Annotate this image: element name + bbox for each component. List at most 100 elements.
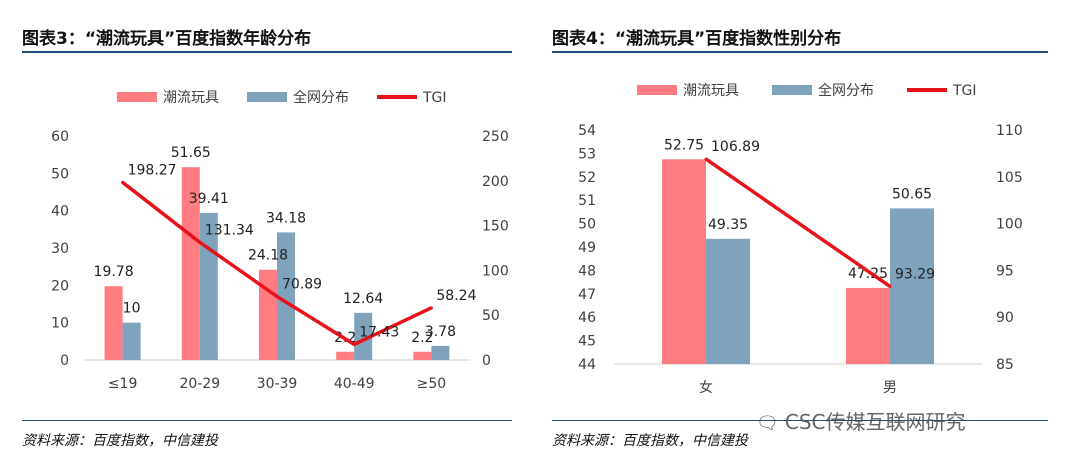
tgi-point bbox=[704, 157, 708, 161]
bar-series-2 bbox=[277, 232, 295, 360]
y2-tick-label: 150 bbox=[482, 219, 509, 235]
bar-series-1 bbox=[413, 351, 432, 360]
y-tick-label: 10 bbox=[51, 316, 69, 332]
tgi-line bbox=[705, 157, 891, 288]
data-label-series-2: 3.78 bbox=[425, 324, 456, 340]
y2-tick-label: 0 bbox=[482, 353, 491, 369]
data-label-series-1: 24.18 bbox=[248, 248, 288, 264]
y-tick-label: 50 bbox=[51, 166, 69, 182]
left-bottom-rule bbox=[22, 420, 512, 421]
y-tick-label: 20 bbox=[51, 278, 69, 294]
tgi-point bbox=[121, 180, 125, 184]
legend-label-tgi: TGI bbox=[952, 83, 977, 99]
bar-series-2 bbox=[890, 208, 934, 364]
legend-label-tgi: TGI bbox=[422, 90, 447, 106]
tgi-data-label: 106.89 bbox=[711, 139, 760, 155]
y2-tick-label: 95 bbox=[996, 263, 1014, 279]
bar-series-1 bbox=[104, 286, 123, 360]
bar-series-2 bbox=[199, 212, 218, 360]
data-label-series-2: 49.35 bbox=[708, 217, 748, 233]
watermark-text: CSC传媒互联网研究 bbox=[784, 410, 966, 434]
y-tick-label: 30 bbox=[51, 241, 69, 257]
tgi-data-label: 70.89 bbox=[282, 276, 322, 292]
age-distribution-chart: 潮流玩具 全网分布 TGI 0 10 20 30 40 50 60 0 50 100 150 200 250 ≤… bbox=[51, 89, 509, 392]
right-source-note: 资料来源：百度指数，中信建投 bbox=[552, 433, 748, 449]
y-tick-label: 60 bbox=[51, 129, 69, 145]
x-tick-label: 女 bbox=[699, 379, 713, 396]
legend-label-series-2: 全网分布 bbox=[818, 82, 874, 99]
data-label-series-1: 52.75 bbox=[664, 137, 704, 153]
right-title-rule bbox=[552, 51, 1048, 53]
tgi-data-label: 198.27 bbox=[128, 162, 177, 178]
y-tick-label: 53 bbox=[578, 146, 596, 162]
bar-series-1 bbox=[181, 167, 200, 360]
data-label-series-2: 50.65 bbox=[892, 186, 932, 202]
x-tick-label: ≤19 bbox=[108, 376, 138, 392]
y-tick-label: 44 bbox=[578, 357, 596, 373]
y-tick-label: 0 bbox=[60, 353, 69, 369]
right-bottom-rule bbox=[552, 420, 1048, 421]
x-tick-label: 男 bbox=[883, 380, 897, 396]
y-tick-label: 51 bbox=[578, 193, 596, 209]
bar-series-1 bbox=[259, 269, 277, 360]
data-label-series-1: 19.78 bbox=[94, 264, 134, 280]
gender-distribution-chart: 潮流玩具 全网分布 TGI 44 45 46 47 48 49 50 51 52 53 54 85 90 95 1… bbox=[578, 82, 1023, 396]
y2-tick-label: 250 bbox=[482, 129, 509, 145]
data-label-series-1: 51.65 bbox=[171, 145, 211, 161]
data-label-series-2: 12.64 bbox=[343, 291, 383, 307]
x-tick-label: 20-29 bbox=[179, 376, 220, 392]
data-label-series-1: 2.2 bbox=[411, 330, 433, 346]
tgi-point bbox=[429, 306, 433, 310]
y-tick-label: 47 bbox=[578, 287, 596, 303]
right-figure-title: 图表4：“潮流玩具”百度指数性别分布 bbox=[552, 29, 842, 49]
data-label-series-2: 34.18 bbox=[266, 210, 306, 226]
y-tick-label: 54 bbox=[578, 123, 596, 139]
x-tick-label: ≥50 bbox=[417, 376, 447, 392]
legend-swatch-series-2 bbox=[247, 92, 287, 102]
tgi-data-label: 17.43 bbox=[359, 324, 399, 340]
watermark: 🗨 CSC传媒互联网研究 bbox=[756, 406, 965, 435]
tgi-point bbox=[888, 284, 892, 288]
left-source-note: 资料来源：百度指数，中信建投 bbox=[22, 433, 218, 449]
legend-swatch-series-1 bbox=[637, 85, 677, 95]
tgi-data-label: 93.29 bbox=[895, 266, 935, 282]
y-tick-label: 45 bbox=[578, 334, 596, 350]
left-figure-title: 图表3：“潮流玩具”百度指数年龄分布 bbox=[22, 29, 312, 49]
bar-series-1 bbox=[336, 351, 355, 360]
legend-label-series-1: 潮流玩具 bbox=[163, 90, 219, 106]
tgi-data-label: 58.24 bbox=[436, 288, 476, 304]
y2-tick-label: 105 bbox=[996, 170, 1023, 186]
x-tick-label: 40-49 bbox=[334, 376, 375, 392]
bar-series-1 bbox=[846, 287, 890, 364]
legend-swatch-series-2 bbox=[772, 85, 812, 95]
tgi-point bbox=[198, 240, 202, 244]
y-tick-label: 50 bbox=[578, 217, 596, 233]
data-label-series-2: 10 bbox=[123, 301, 141, 317]
y-tick-label: 48 bbox=[578, 263, 596, 279]
y-tick-label: 52 bbox=[578, 170, 596, 186]
y-tick-label: 49 bbox=[578, 240, 596, 256]
y2-tick-label: 100 bbox=[482, 263, 509, 279]
bar-series-2 bbox=[431, 345, 450, 360]
legend-swatch-series-1 bbox=[117, 92, 157, 102]
y-tick-label: 40 bbox=[51, 204, 69, 220]
y2-tick-label: 85 bbox=[996, 357, 1014, 373]
data-label-series-2: 39.41 bbox=[189, 191, 229, 207]
y2-tick-label: 110 bbox=[996, 123, 1023, 139]
wechat-icon: 🗨 bbox=[756, 413, 779, 434]
legend-label-series-1: 潮流玩具 bbox=[683, 83, 739, 99]
x-tick-label: 30-39 bbox=[257, 376, 298, 392]
y2-tick-label: 90 bbox=[996, 310, 1014, 326]
tgi-data-label: 131.34 bbox=[205, 222, 254, 238]
bar-series-2 bbox=[122, 322, 141, 360]
y2-tick-label: 50 bbox=[482, 308, 500, 324]
tgi-point bbox=[275, 294, 279, 298]
bar-series-2 bbox=[354, 312, 373, 360]
tgi-point bbox=[352, 342, 356, 346]
y2-tick-label: 200 bbox=[482, 174, 509, 190]
bar-series-1 bbox=[662, 159, 706, 364]
y-tick-label: 46 bbox=[578, 310, 596, 326]
bar-series-2 bbox=[706, 238, 750, 364]
y2-tick-label: 100 bbox=[996, 217, 1023, 233]
left-title-rule bbox=[22, 51, 512, 53]
